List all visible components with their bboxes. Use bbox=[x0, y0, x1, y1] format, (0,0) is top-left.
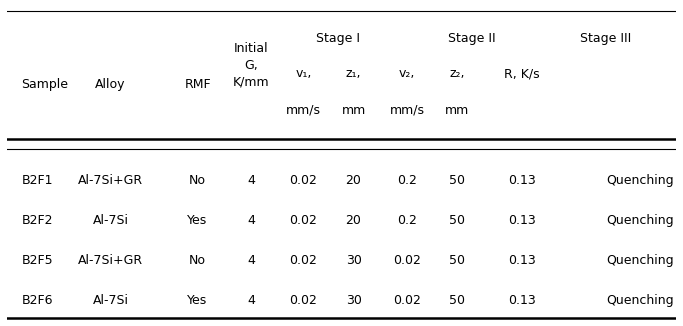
Text: 20: 20 bbox=[346, 214, 361, 227]
Text: Yes: Yes bbox=[187, 294, 208, 307]
Text: 0.02: 0.02 bbox=[393, 294, 421, 307]
Text: 0.13: 0.13 bbox=[508, 254, 536, 267]
Text: 0.13: 0.13 bbox=[508, 294, 536, 307]
Text: 50: 50 bbox=[449, 214, 465, 227]
Text: 30: 30 bbox=[346, 254, 361, 267]
Text: 0.02: 0.02 bbox=[393, 254, 421, 267]
Text: 0.13: 0.13 bbox=[508, 174, 536, 187]
Text: 50: 50 bbox=[449, 294, 465, 307]
Text: No: No bbox=[189, 254, 206, 267]
Text: 4: 4 bbox=[247, 294, 255, 307]
Text: Quenching: Quenching bbox=[606, 214, 673, 227]
Text: 30: 30 bbox=[346, 294, 361, 307]
Text: RMF: RMF bbox=[184, 78, 211, 91]
Text: mm/s: mm/s bbox=[389, 104, 425, 117]
Text: mm: mm bbox=[342, 104, 365, 117]
Text: 0.02: 0.02 bbox=[290, 294, 318, 307]
Text: Quenching: Quenching bbox=[606, 254, 673, 267]
Text: Sample: Sample bbox=[22, 78, 68, 91]
Text: Al-7Si+GR: Al-7Si+GR bbox=[78, 174, 143, 187]
Text: Yes: Yes bbox=[187, 214, 208, 227]
Text: v₁,: v₁, bbox=[295, 67, 311, 80]
Text: Alloy: Alloy bbox=[96, 78, 126, 91]
Text: v₂,: v₂, bbox=[399, 67, 415, 80]
Text: mm/s: mm/s bbox=[286, 104, 321, 117]
Text: Al-7Si: Al-7Si bbox=[93, 294, 128, 307]
Text: 0.02: 0.02 bbox=[290, 174, 318, 187]
Text: Stage III: Stage III bbox=[581, 32, 632, 45]
Text: 0.2: 0.2 bbox=[397, 214, 417, 227]
Text: No: No bbox=[189, 174, 206, 187]
Text: 0.02: 0.02 bbox=[290, 254, 318, 267]
Text: Initial
G,
K/mm: Initial G, K/mm bbox=[233, 42, 270, 89]
Text: Al-7Si+GR: Al-7Si+GR bbox=[78, 254, 143, 267]
Text: 4: 4 bbox=[247, 254, 255, 267]
Text: 0.13: 0.13 bbox=[508, 214, 536, 227]
Text: 50: 50 bbox=[449, 254, 465, 267]
Text: B2F5: B2F5 bbox=[22, 254, 53, 267]
Text: 50: 50 bbox=[449, 174, 465, 187]
Text: 0.02: 0.02 bbox=[290, 214, 318, 227]
Text: 4: 4 bbox=[247, 174, 255, 187]
Text: Al-7Si: Al-7Si bbox=[93, 214, 128, 227]
Text: z₂,: z₂, bbox=[449, 67, 465, 80]
Text: B2F6: B2F6 bbox=[22, 294, 53, 307]
Text: mm: mm bbox=[445, 104, 469, 117]
Text: Stage II: Stage II bbox=[448, 32, 496, 45]
Text: z₁,: z₁, bbox=[346, 67, 361, 80]
Text: 20: 20 bbox=[346, 174, 361, 187]
Text: 0.2: 0.2 bbox=[397, 174, 417, 187]
Text: B2F1: B2F1 bbox=[22, 174, 53, 187]
Text: Quenching: Quenching bbox=[606, 174, 673, 187]
Text: Quenching: Quenching bbox=[606, 294, 673, 307]
Text: R, K/s: R, K/s bbox=[505, 67, 540, 80]
Text: B2F2: B2F2 bbox=[22, 214, 53, 227]
Text: Stage I: Stage I bbox=[316, 32, 360, 45]
Text: 4: 4 bbox=[247, 214, 255, 227]
